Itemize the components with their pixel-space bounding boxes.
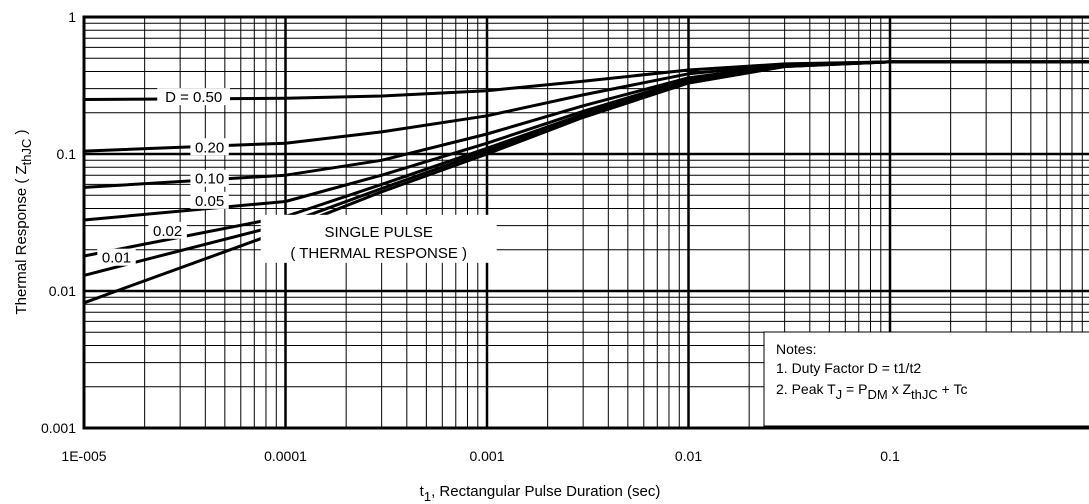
y-tick-label: 0.001 [41,420,76,436]
y-tick-labels: 1 0.1 0.01 0.001 [41,9,76,436]
x-tick-label: 1E-005 [61,448,106,464]
x-tick-label: 0.1 [880,448,900,464]
series-curves [83,60,1089,305]
curve-label: 0.20 [195,139,224,156]
x-tick-label: 0.01 [675,448,702,464]
curve-label-background [148,221,187,239]
annotation-line-1: SINGLE PULSE [324,224,432,241]
x-tick-label: 0.0001 [264,448,307,464]
series-line-3 [83,60,1089,222]
curve-label-background [97,248,136,266]
y-tick-label: 0.1 [57,146,77,162]
x-tick-labels: 1E-005 0.0001 0.001 0.01 0.1 [61,448,900,464]
y-axis-label: Thermal Response ( ZthJC ) [13,129,34,314]
y-tick-label: 1 [68,9,76,25]
y-tick-label: 0.01 [49,283,76,299]
curve-label-background [190,191,229,209]
annotation-line-2: ( THERMAL RESPONSE ) [290,245,467,262]
curve-label-background [190,169,229,187]
notes-title: Notes: [776,341,816,357]
notes-item-1: 1. Duty Factor D = t1/t2 [776,360,921,376]
curve-label-background [157,88,231,106]
curve-label: 0.01 [102,250,131,267]
curve-label: 0.05 [195,193,224,210]
x-tick-label: 0.001 [469,448,504,464]
series-line-4 [83,60,1089,258]
notes-box: Notes: 1. Duty Factor D = t1/t2 2. Peak … [763,331,1089,427]
curve-label: D = 0.50 [165,89,222,106]
x-axis-label: t1, Rectangular Pulse Duration (sec) [420,483,661,504]
curve-label: 0.10 [195,171,224,188]
curve-label: 0.02 [153,223,182,240]
notes-item-2: 2. Peak TJ = PDM x ZthJC + Tc [776,381,967,402]
curve-label-background [190,138,229,156]
annotation-background [260,214,497,263]
series-line-1 [83,60,1089,153]
plot-frame [82,15,1089,430]
curve-labels: D = 0.50 0.20 0.10 0.05 0.02 0.01 [97,88,231,267]
